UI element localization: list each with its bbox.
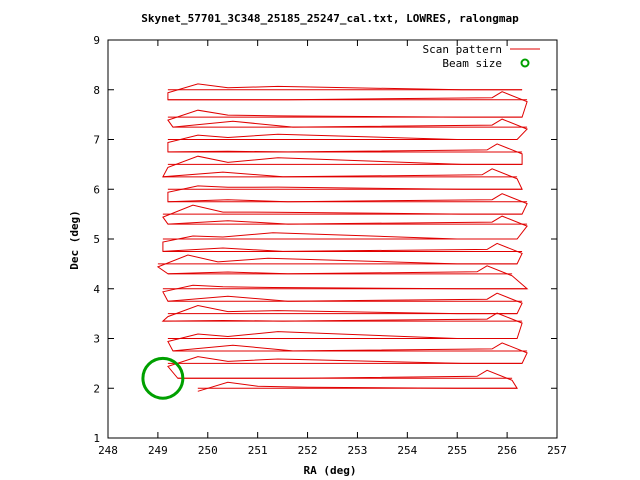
x-axis-label: RA (deg) <box>304 464 357 477</box>
y-axis-label: Dec (deg) <box>68 210 81 270</box>
scan-pattern <box>156 83 529 392</box>
x-tick-label: 250 <box>198 444 218 457</box>
y-tick-label: 8 <box>93 84 100 97</box>
legend-label-scan: Scan pattern <box>423 43 502 56</box>
x-axis: 248 249 250 251 252 253 254 255 256 257 <box>98 40 567 457</box>
legend-label-beam: Beam size <box>442 57 502 70</box>
x-tick-label: 252 <box>298 444 318 457</box>
y-tick-label: 6 <box>93 183 100 196</box>
y-tick-label: 1 <box>93 432 100 445</box>
beam-layer <box>141 356 185 400</box>
beam-size-circle <box>141 356 185 400</box>
chart-title: Skynet_57701_3C348_25185_25247_cal.txt, … <box>141 12 519 25</box>
legend: Scan pattern Beam size <box>423 43 540 70</box>
x-tick-label: 255 <box>447 444 467 457</box>
x-tick-label: 254 <box>397 444 417 457</box>
y-axis: 1 2 3 4 5 6 7 8 9 <box>93 34 557 445</box>
y-tick-label: 5 <box>93 233 100 246</box>
x-tick-label: 249 <box>148 444 168 457</box>
legend-swatch-beam <box>520 58 530 68</box>
y-tick-label: 7 <box>93 134 100 147</box>
y-tick-label: 4 <box>93 283 100 296</box>
y-tick-label: 9 <box>93 34 100 47</box>
x-tick-label: 248 <box>98 444 118 457</box>
x-tick-label: 253 <box>348 444 368 457</box>
x-tick-label: 257 <box>547 444 567 457</box>
x-tick-label: 251 <box>248 444 268 457</box>
y-tick-label: 3 <box>93 333 100 346</box>
x-tick-label: 256 <box>497 444 517 457</box>
y-tick-label: 2 <box>93 382 100 395</box>
scan-path <box>156 83 529 392</box>
